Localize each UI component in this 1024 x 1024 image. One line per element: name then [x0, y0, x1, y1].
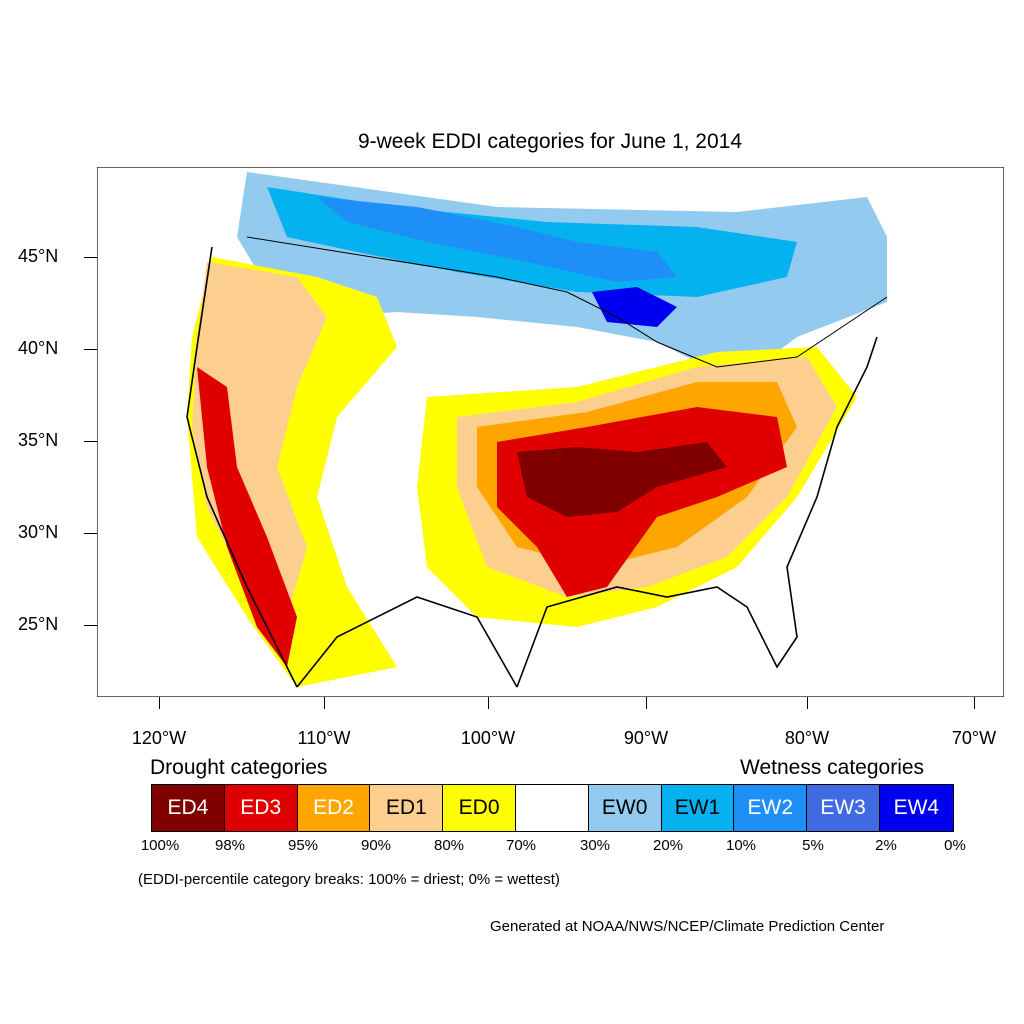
legend-swatch-neutral: [515, 785, 589, 831]
legend-swatch-ew3: EW3: [807, 785, 880, 831]
legend-colorbar: ED4 ED3 ED2 ED1 ED0 EW0 EW1 EW2 EW3 EW4: [151, 784, 954, 832]
percentile-label: 80%: [433, 837, 465, 854]
drought-heading: Drought categories: [150, 756, 328, 779]
wetness-heading: Wetness categories: [740, 756, 925, 779]
percentile-label: 20%: [652, 837, 684, 854]
drought-west-ed3: [197, 367, 297, 667]
border-canada: [246, 236, 888, 368]
wet-region-ew4: [592, 287, 677, 327]
coastline: [186, 246, 878, 688]
legend-swatch-ed4: ED4: [152, 785, 225, 831]
legend-swatch-ed2: ED2: [297, 785, 371, 831]
lon-label-90: 90°W: [623, 728, 669, 748]
legend-swatch-ed1: ED1: [370, 785, 444, 831]
percentile-label: 2%: [875, 837, 897, 854]
percentile-label: 100%: [140, 837, 180, 854]
legend-swatch-ew0: EW0: [588, 785, 662, 831]
wet-region-ew2: [317, 197, 677, 282]
lat-tick: [84, 625, 97, 626]
lat-tick: [84, 533, 97, 534]
percentile-label: 98%: [214, 837, 246, 854]
lon-label-120: 120°W: [131, 728, 187, 748]
lon-label-80: 80°W: [784, 728, 830, 748]
legend-swatch-ew4: EW4: [879, 785, 953, 831]
percentile-label: 90%: [360, 837, 392, 854]
lon-label-110: 110°W: [297, 728, 351, 748]
lat-label-40: 40°N: [18, 338, 59, 358]
category-note: (EDDI-percentile category breaks: 100% =…: [138, 871, 560, 888]
lon-tick: [974, 697, 975, 709]
lon-label-100: 100°W: [460, 728, 516, 748]
percentile-label: 10%: [725, 837, 757, 854]
legend-swatch-ew2: EW2: [734, 785, 808, 831]
lat-label-25: 25°N: [18, 614, 59, 634]
percentile-label: 70%: [505, 837, 537, 854]
percentile-label: 0%: [944, 837, 966, 854]
lon-tick: [646, 697, 647, 709]
eddi-map: [97, 167, 1004, 697]
lon-tick: [488, 697, 489, 709]
drought-central-ed4: [517, 442, 727, 517]
lon-tick: [324, 697, 325, 709]
legend-swatch-ew1: EW1: [661, 785, 735, 831]
lat-tick: [84, 349, 97, 350]
lon-tick: [159, 697, 160, 709]
percentile-label: 30%: [579, 837, 611, 854]
lat-tick: [84, 257, 97, 258]
lat-label-30: 30°N: [18, 522, 59, 542]
percentile-label: 95%: [287, 837, 319, 854]
credit-line: Generated at NOAA/NWS/NCEP/Climate Predi…: [490, 918, 885, 935]
legend-swatch-ed0: ED0: [443, 785, 516, 831]
legend-swatch-ed3: ED3: [224, 785, 298, 831]
lat-label-35: 35°N: [18, 430, 59, 450]
lat-tick: [84, 441, 97, 442]
percentile-label: 5%: [802, 837, 824, 854]
lon-tick: [807, 697, 808, 709]
map-title: 9-week EDDI categories for June 1, 2014: [357, 130, 743, 153]
lon-label-70: 70°W: [951, 728, 997, 748]
lat-label-45: 45°N: [18, 246, 59, 266]
